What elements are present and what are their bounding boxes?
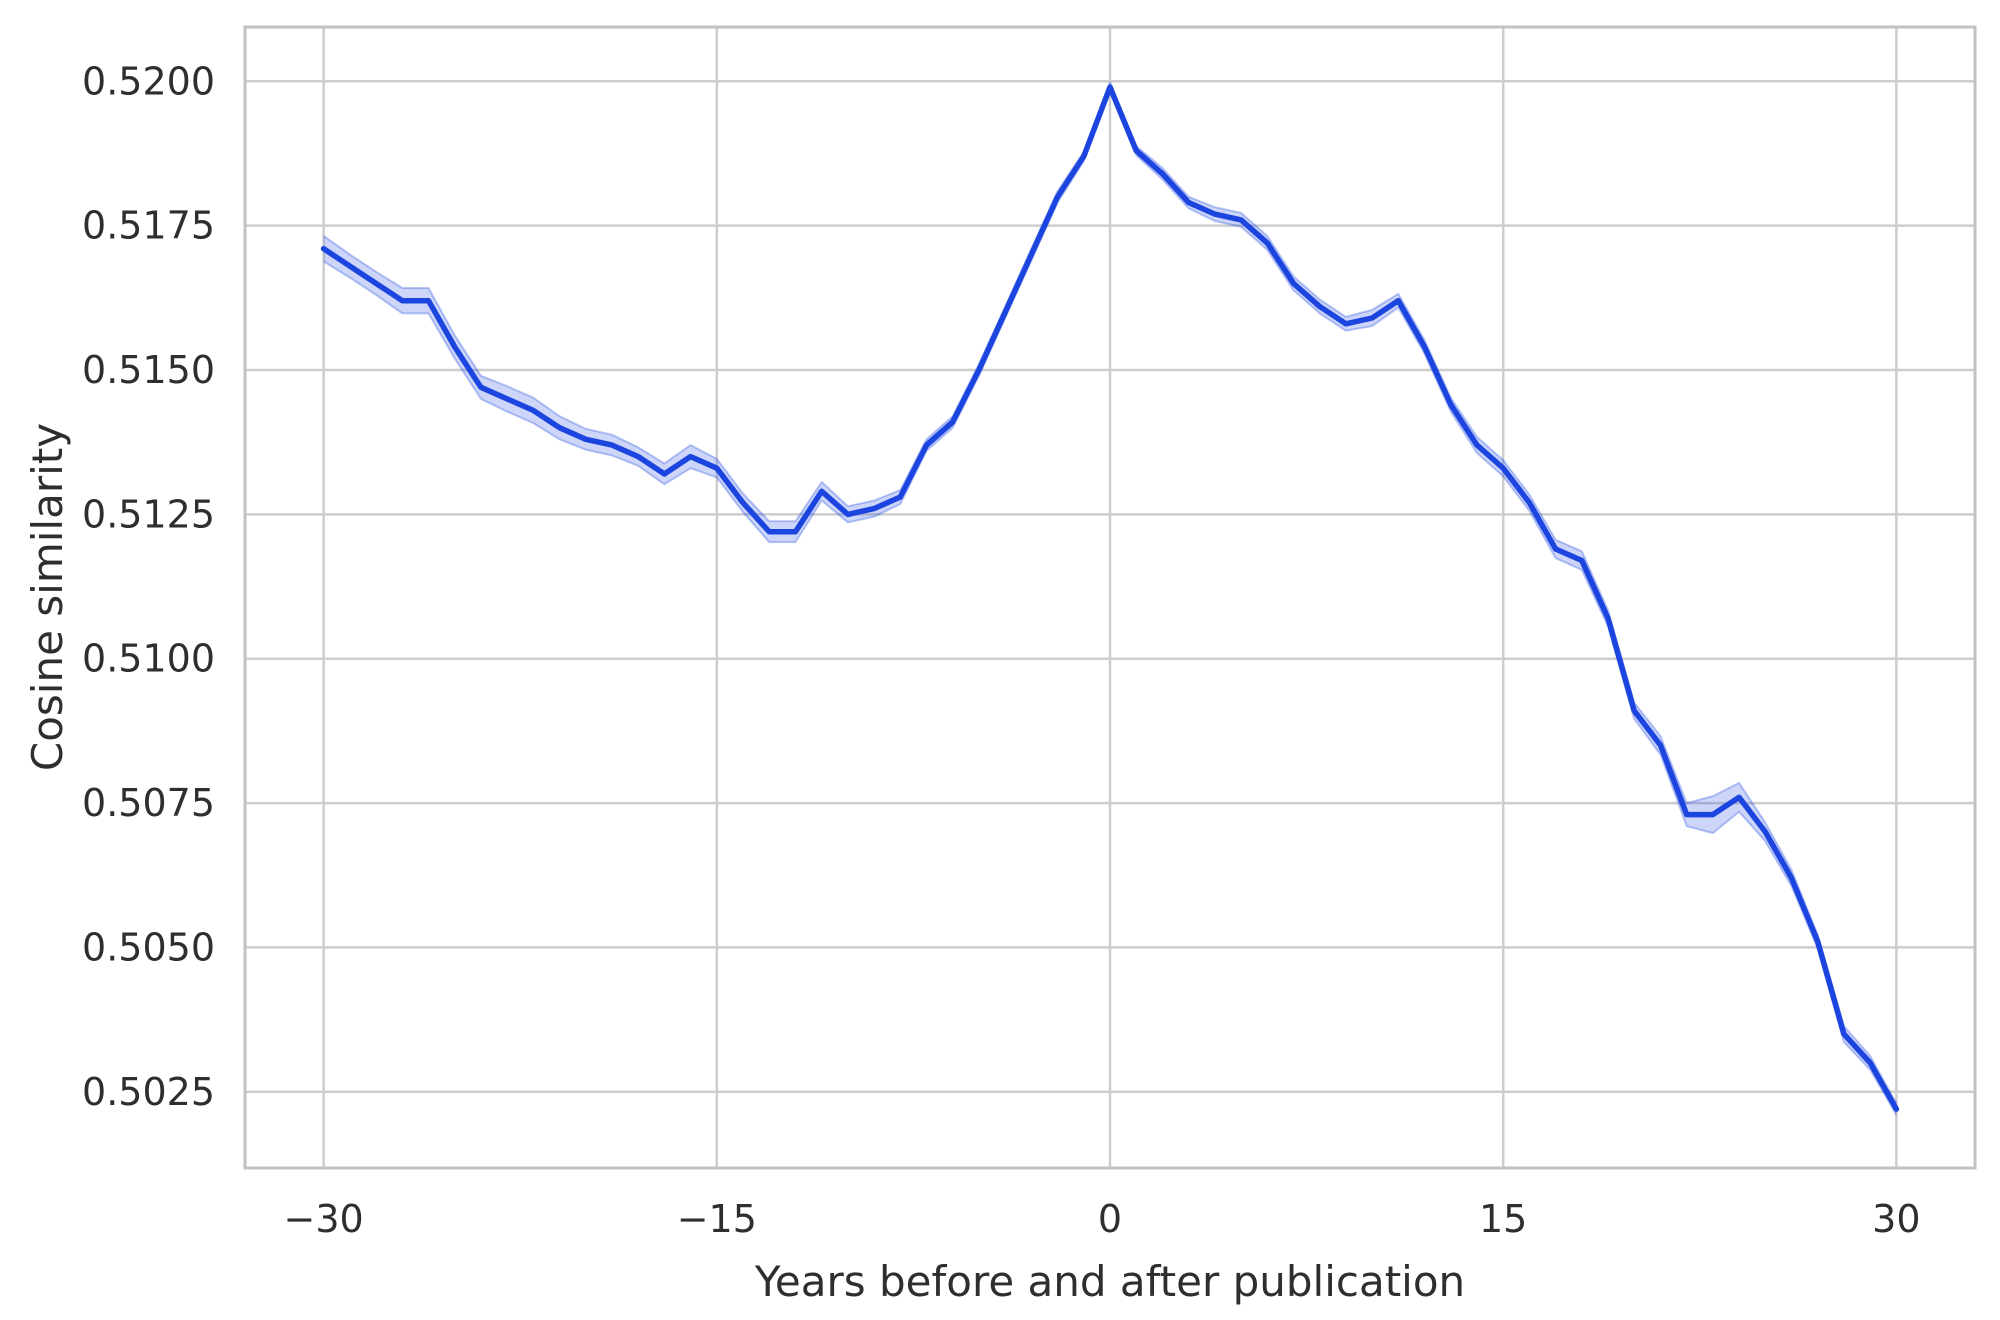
y-axis-label: Cosine similarity bbox=[23, 423, 72, 771]
y-axis-tick-labels: 0.5200 0.5175 0.5150 0.5125 0.5100 0.5075 0.50… bbox=[82, 59, 215, 1114]
x-tick-label: −15 bbox=[677, 1197, 757, 1241]
plot-border bbox=[243, 25, 1977, 1170]
y-tick-label: 0.5150 bbox=[82, 348, 215, 392]
y-tick-label: 0.5075 bbox=[82, 781, 215, 825]
x-tick-label: 0 bbox=[1098, 1197, 1122, 1241]
x-tick-label: 15 bbox=[1479, 1197, 1527, 1241]
y-tick-label: 0.5025 bbox=[82, 1070, 215, 1114]
y-tick-label: 0.5200 bbox=[82, 59, 215, 103]
y-tick-label: 0.5100 bbox=[82, 637, 215, 681]
gridlines bbox=[245, 27, 1975, 1168]
x-tick-label: 30 bbox=[1872, 1197, 1920, 1241]
y-tick-label: 0.5050 bbox=[82, 925, 215, 969]
x-axis-tick-labels: −30 −15 0 15 30 bbox=[284, 1197, 1921, 1241]
y-tick-label: 0.5175 bbox=[82, 204, 215, 248]
series-line bbox=[320, 84, 1900, 1112]
y-tick-label: 0.5125 bbox=[82, 492, 215, 536]
x-axis-label: Years before and after publication bbox=[754, 1257, 1465, 1306]
x-tick-label: −30 bbox=[284, 1197, 364, 1241]
